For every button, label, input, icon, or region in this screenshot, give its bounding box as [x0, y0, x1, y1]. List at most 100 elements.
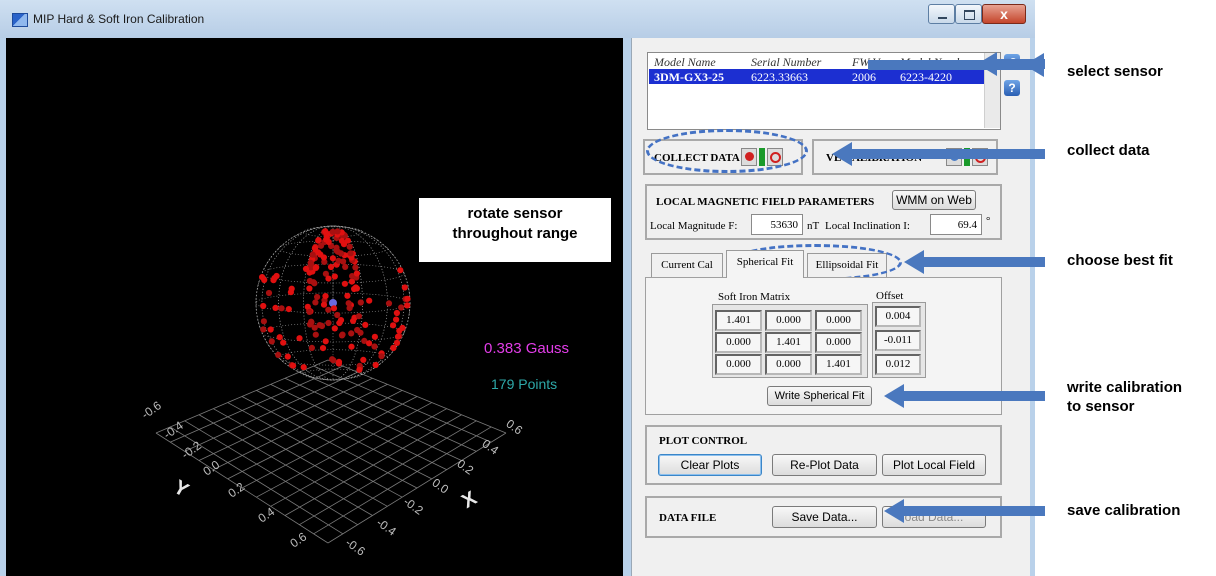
data-point — [315, 249, 322, 256]
data-point — [371, 333, 378, 340]
select-sensor-arrow-head — [977, 52, 997, 76]
offset-vector: 0.004 -0.011 0.012 — [872, 302, 926, 378]
collect-data-highlight — [646, 129, 808, 173]
data-point — [268, 338, 275, 345]
data-point — [333, 244, 340, 251]
data-point — [272, 304, 279, 311]
offset-cell: 0.012 — [875, 354, 921, 375]
inclination-field[interactable]: 69.4 — [930, 214, 982, 235]
data-point — [309, 251, 316, 258]
data-point — [338, 250, 345, 257]
title-bar: MIP Hard & Soft Iron Calibration x — [0, 0, 1035, 38]
data-point — [393, 316, 400, 323]
data-point — [311, 324, 318, 331]
maximize-button[interactable] — [955, 4, 982, 24]
data-point — [307, 264, 314, 271]
matrix-cell: 0.000 — [815, 332, 862, 353]
minimize-button[interactable] — [928, 4, 955, 24]
grid-line — [270, 408, 447, 507]
data-point — [353, 285, 360, 292]
annotation-line: write calibration — [1067, 379, 1183, 396]
data-point — [284, 353, 291, 360]
data-point — [318, 322, 326, 330]
data-point — [322, 270, 329, 277]
matrix-cell: 1.401 — [765, 332, 812, 353]
plot-local-field-button[interactable]: Plot Local Field — [882, 454, 986, 476]
magnitude-readout: 0.383 Gauss — [484, 340, 570, 357]
data-point — [342, 263, 349, 270]
data-point — [334, 228, 341, 235]
data-point — [325, 319, 332, 327]
data-point — [329, 228, 336, 235]
data-point — [287, 289, 294, 296]
data-point — [329, 255, 336, 262]
data-point — [401, 284, 408, 291]
data-point — [306, 321, 314, 328]
tab-current-cal[interactable]: Current Cal — [651, 253, 723, 277]
data-point — [396, 327, 403, 334]
data-point — [346, 305, 353, 312]
close-icon: x — [1000, 6, 1008, 22]
magnitude-field[interactable]: 53630 — [751, 214, 803, 235]
field-parameters-group: LOCAL MAGNETIC FIELD PARAMETERS WMM on W… — [645, 184, 1002, 240]
calibration-3d-plot[interactable]: rotate sensor throughout range 0.383 Gau… — [6, 38, 623, 576]
close-button[interactable]: x — [982, 4, 1026, 24]
grid-line — [284, 414, 462, 516]
data-point — [360, 356, 367, 363]
app-window: MIP Hard & Soft Iron Calibration x rotat… — [0, 0, 1035, 576]
help-button[interactable]: ? — [1004, 80, 1020, 96]
data-point — [340, 258, 347, 265]
select-sensor-arrow-shaft — [995, 59, 1045, 69]
sample-points — [259, 228, 411, 373]
data-point — [352, 264, 359, 271]
data-point — [404, 302, 411, 309]
data-point — [314, 293, 321, 301]
data-point — [348, 343, 355, 350]
magnitude-label: Local Magnitude F: — [650, 220, 738, 232]
magnitude-unit: nT — [807, 220, 820, 232]
data-point — [393, 339, 401, 346]
sphere-longitude — [261, 225, 405, 381]
data-point — [366, 340, 373, 347]
tab-spherical-fit[interactable]: Spherical Fit — [726, 250, 804, 278]
data-point — [307, 259, 314, 266]
data-point — [397, 267, 404, 274]
data-point — [325, 238, 332, 246]
field-parameters-title: LOCAL MAGNETIC FIELD PARAMETERS — [656, 196, 875, 208]
data-point — [334, 311, 341, 319]
sphere-latitude — [261, 322, 405, 343]
data-point — [338, 237, 345, 244]
data-point — [302, 265, 310, 272]
xy-grid-plane — [155, 359, 507, 544]
data-point — [315, 237, 322, 244]
data-point — [278, 305, 285, 312]
soft-iron-matrix-label: Soft Iron Matrix — [718, 291, 791, 303]
data-point — [372, 361, 379, 369]
save-data-button[interactable]: Save Data... — [772, 506, 877, 528]
write-spherical-fit-button[interactable]: Write Spherical Fit — [767, 386, 872, 406]
data-point — [329, 356, 336, 363]
data-file-title: DATA FILE — [659, 512, 717, 524]
data-point — [310, 279, 317, 286]
maximize-icon — [964, 10, 975, 20]
matrix-cell: 1.401 — [715, 310, 762, 331]
annotation-choose-best-fit: choose best fit — [1067, 252, 1173, 269]
grid-line — [299, 371, 477, 452]
data-point — [404, 295, 411, 302]
clear-plots-button[interactable]: Clear Plots — [658, 454, 762, 476]
replot-data-button[interactable]: Re-Plot Data — [772, 454, 877, 476]
data-point — [300, 364, 307, 371]
wmm-on-web-button[interactable]: WMM on Web — [892, 190, 976, 210]
table-row[interactable]: 3DM-GX3-25 6223.33663 2006 6223-4220 — [649, 69, 985, 84]
data-point — [275, 351, 282, 358]
grid-line — [299, 420, 477, 526]
data-point — [390, 322, 397, 329]
data-point — [345, 300, 352, 307]
data-point — [267, 326, 274, 333]
data-point — [327, 263, 335, 271]
data-point — [349, 273, 356, 280]
soft-iron-matrix: 1.401 0.000 0.000 0.000 1.401 0.000 0.00… — [712, 304, 868, 378]
sphere-latitude — [303, 226, 363, 238]
window-title: MIP Hard & Soft Iron Calibration — [33, 12, 205, 26]
sphere-latitude — [278, 240, 388, 257]
